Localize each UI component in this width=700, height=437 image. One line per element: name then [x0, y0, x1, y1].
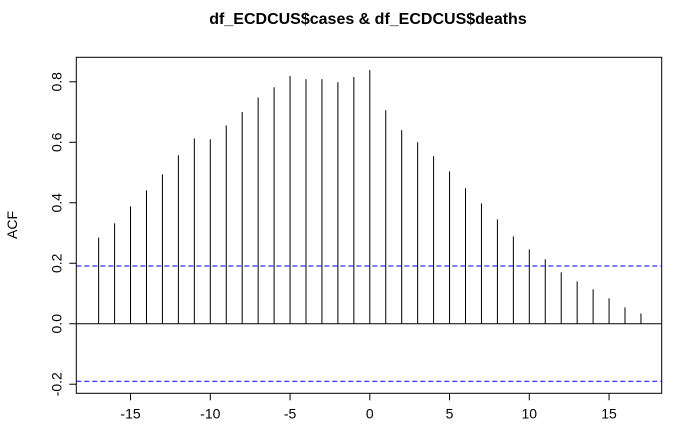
- x-tick-label: -5: [284, 405, 297, 421]
- y-axis-label: ACF: [4, 211, 20, 239]
- x-tick-label: 5: [446, 405, 454, 421]
- plot-frame: [75, 56, 663, 394]
- chart-title: df_ECDCUS$cases & df_ECDCUS$deaths: [209, 11, 527, 28]
- x-tick-label: 15: [601, 405, 617, 421]
- x-tick-label: -10: [200, 405, 220, 421]
- y-tick-label: 0.8: [48, 72, 64, 92]
- y-tick-label: 0.0: [48, 314, 64, 334]
- y-tick-label: 0.6: [48, 132, 64, 152]
- x-tick-label: 0: [366, 405, 374, 421]
- y-tick-label: 0.2: [48, 253, 64, 273]
- y-tick-label: -0.2: [48, 372, 64, 396]
- y-tick-label: 0.4: [48, 193, 64, 213]
- x-tick-label: 10: [522, 405, 538, 421]
- x-tick-label: -15: [120, 405, 140, 421]
